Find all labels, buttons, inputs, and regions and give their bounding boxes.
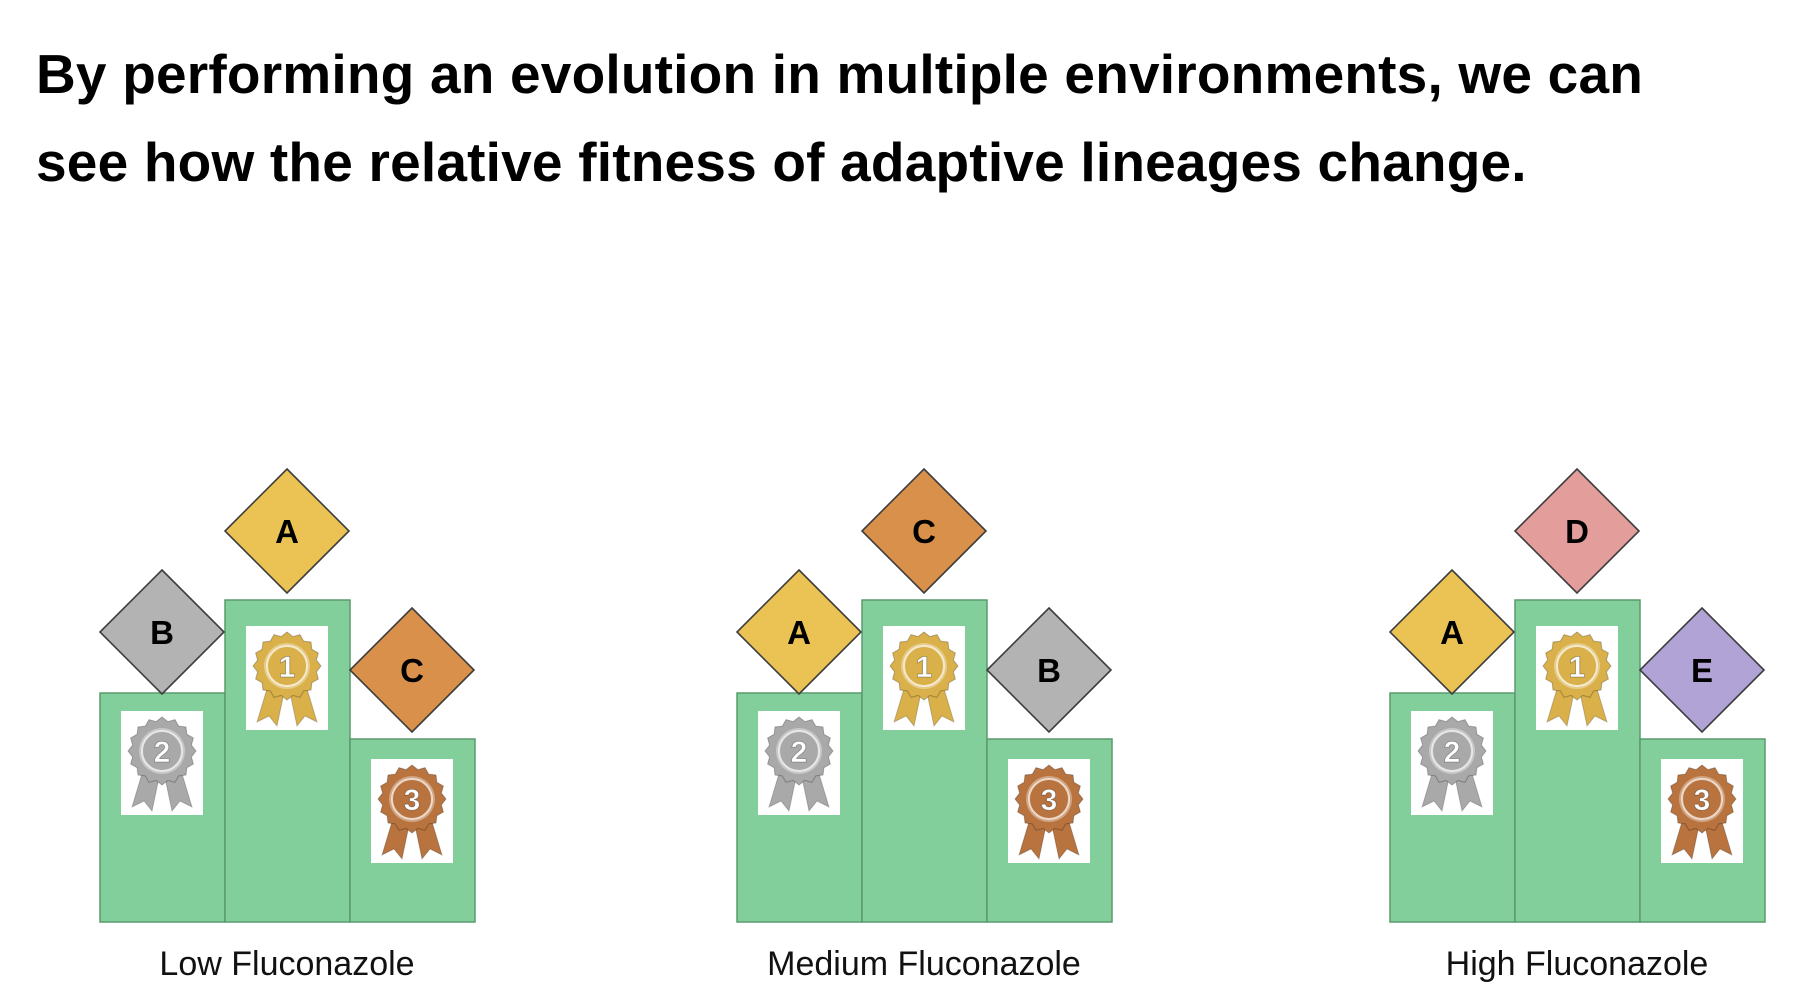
lineage-diamond-third-letter: C [400, 652, 424, 689]
podium-low-fluconazole: 2 1 3 B A C Low Fluconazole [90, 440, 590, 994]
slide-headline: By performing an evolution in multiple e… [36, 30, 1776, 206]
lineage-diamond-second: A [1388, 568, 1516, 696]
silver-medal-icon-number: 2 [1444, 736, 1461, 769]
lineage-diamond-first: A [223, 467, 351, 595]
lineage-diamond-third: C [348, 606, 476, 734]
lineage-diamond-first-letter: D [1565, 513, 1589, 550]
gold-medal-icon: 1 [1536, 626, 1618, 730]
podium-diagram: 2 1 3 A C B Medium Fluconazole [735, 467, 1113, 983]
gold-medal-icon-number: 1 [1569, 651, 1586, 684]
gold-medal-icon: 1 [883, 626, 965, 730]
silver-medal-icon: 2 [1411, 711, 1493, 815]
lineage-diamond-second-letter: A [787, 614, 811, 651]
lineage-diamond-third-letter: E [1691, 652, 1713, 689]
environment-label: Low Fluconazole [159, 945, 414, 983]
silver-medal-icon-number: 2 [154, 736, 171, 769]
gold-medal-icon-number: 1 [279, 651, 296, 684]
environment-label: Medium Fluconazole [767, 945, 1081, 983]
lineage-diamond-second: B [98, 568, 226, 696]
bronze-medal-icon-number: 3 [404, 784, 421, 817]
lineage-diamond-third: E [1638, 606, 1766, 734]
lineage-diamond-second-letter: B [150, 614, 174, 651]
lineage-diamond-third: B [985, 606, 1113, 734]
podium-diagram: 2 1 3 B A C Low Fluconazole [98, 467, 476, 983]
bronze-medal-icon-number: 3 [1694, 784, 1711, 817]
gold-medal-icon: 1 [246, 626, 328, 730]
bronze-medal-icon-number: 3 [1041, 784, 1058, 817]
podium-diagram: 2 1 3 A D E High Fluconazole [1388, 467, 1766, 983]
bronze-medal-icon: 3 [371, 759, 453, 863]
bronze-medal-icon: 3 [1661, 759, 1743, 863]
lineage-diamond-first-letter: C [912, 513, 936, 550]
lineage-diamond-second: A [735, 568, 863, 696]
lineage-diamond-first: D [1513, 467, 1641, 595]
lineage-diamond-second-letter: A [1440, 614, 1464, 651]
podium-high-fluconazole: 2 1 3 A D E High Fluconazole [1380, 440, 1794, 994]
lineage-diamond-first-letter: A [275, 513, 299, 550]
gold-medal-icon-number: 1 [916, 651, 933, 684]
bronze-medal-icon: 3 [1008, 759, 1090, 863]
lineage-diamond-third-letter: B [1037, 652, 1061, 689]
headline-line-2: see how the relative fitness of adaptive… [36, 131, 1527, 193]
silver-medal-icon: 2 [121, 711, 203, 815]
silver-medal-icon-number: 2 [791, 736, 808, 769]
podium-medium-fluconazole: 2 1 3 A C B Medium Fluconazole [727, 440, 1227, 994]
silver-medal-icon: 2 [758, 711, 840, 815]
environment-label: High Fluconazole [1446, 945, 1709, 983]
headline-line-1: By performing an evolution in multiple e… [36, 43, 1644, 105]
lineage-diamond-first: C [860, 467, 988, 595]
